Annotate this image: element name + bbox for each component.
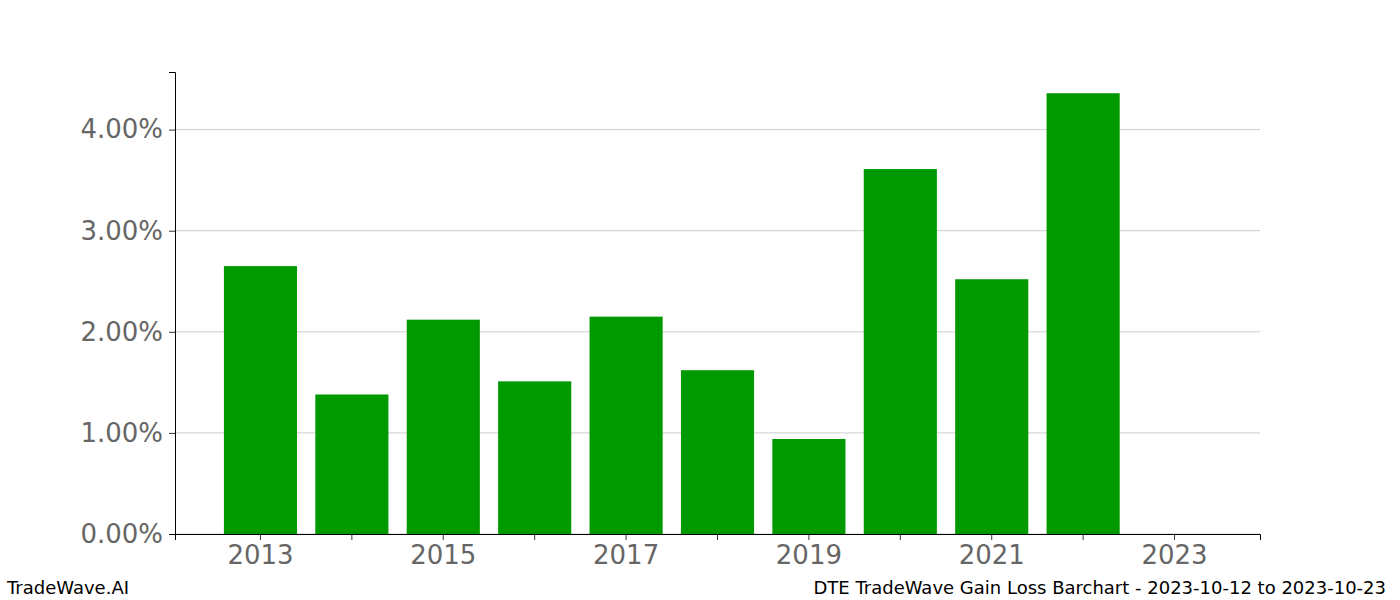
x-tick-mark: [991, 534, 992, 540]
x-tick: 2023: [1141, 534, 1207, 570]
y-tick-mark: [169, 332, 175, 333]
x-tick: 2017: [593, 534, 659, 570]
y-tick-label: 3.00%: [80, 216, 163, 246]
bar: [864, 169, 937, 534]
x-axis: 2013 2015 2017 2019 2021 2023: [176, 534, 1261, 570]
x-tick-label: 2023: [1141, 540, 1207, 570]
x-tick-mark: [1174, 534, 1175, 540]
x-tick-label: 2013: [227, 540, 293, 570]
annotation: TradeWave.AI: [6, 577, 129, 598]
bar: [681, 370, 754, 534]
x-tick-label: 2017: [593, 540, 659, 570]
x-tick: [900, 534, 901, 540]
y-tick-mark: [169, 231, 175, 232]
y-tick-label: 0.00%: [80, 519, 163, 549]
x-tick-mark: [443, 534, 444, 540]
x-tick-label: 2019: [776, 540, 842, 570]
chart: 2013 2015 2017 2019 2021 2023 0.00% 1.00% 2.00% 3…: [0, 0, 1400, 600]
x-tick-mark: [808, 534, 809, 540]
bar: [590, 317, 663, 534]
bar: [407, 320, 480, 534]
y-tick: 3.00%: [80, 216, 175, 246]
y-tick-label: 4.00%: [80, 114, 163, 144]
x-tick: 2021: [959, 534, 1025, 570]
y-tick-label: 1.00%: [80, 418, 163, 448]
bar: [955, 279, 1028, 534]
x-tick-mark: [717, 534, 718, 540]
y-axis-line: [169, 73, 176, 535]
title: DTE TradeWave Gain Loss Barchart - 2023-…: [813, 577, 1386, 598]
y-axis: 0.00% 1.00% 2.00% 3.00% 4.00%: [80, 73, 175, 549]
x-tick: [351, 534, 352, 540]
x-tick-mark: [351, 534, 352, 540]
x-tick-mark: [260, 534, 261, 540]
x-tick: 2013: [227, 534, 293, 570]
y-tick-label: 2.00%: [80, 317, 163, 347]
x-tick-mark: [1083, 534, 1084, 540]
bar: [772, 439, 845, 534]
y-tick: 1.00%: [80, 418, 175, 448]
bars: [224, 93, 1120, 534]
y-tick-mark: [169, 534, 175, 535]
x-tick: 2019: [776, 534, 842, 570]
bar: [1047, 93, 1120, 534]
x-tick: [1083, 534, 1084, 540]
x-axis-line: [176, 535, 1261, 541]
y-tick-mark: [169, 130, 175, 131]
y-tick: 4.00%: [80, 114, 175, 144]
bar: [315, 394, 388, 534]
y-tick-mark: [169, 433, 175, 434]
x-tick-mark: [900, 534, 901, 540]
y-tick: 0.00%: [80, 519, 175, 549]
x-tick: [534, 534, 535, 540]
x-tick: 2015: [410, 534, 476, 570]
bar: [498, 381, 571, 534]
x-tick: [717, 534, 718, 540]
x-tick-mark: [534, 534, 535, 540]
x-tick-label: 2015: [410, 540, 476, 570]
bar: [224, 266, 297, 534]
y-tick: 2.00%: [80, 317, 175, 347]
x-tick-label: 2021: [959, 540, 1025, 570]
x-tick-mark: [626, 534, 627, 540]
